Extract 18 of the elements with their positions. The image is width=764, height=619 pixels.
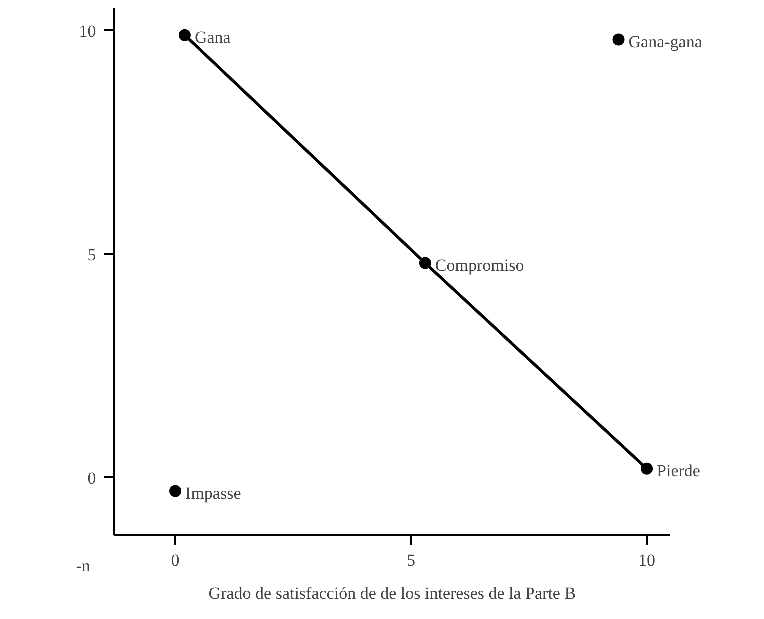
point bbox=[178, 29, 191, 42]
annotation: Gana bbox=[194, 28, 232, 47]
x-tick-label: 5 bbox=[407, 550, 416, 570]
annotation: Impasse bbox=[186, 484, 242, 503]
y-tick-label: 0 bbox=[88, 468, 96, 488]
x-tick-label: 10 bbox=[638, 550, 656, 570]
y-tick-label: 5 bbox=[88, 245, 96, 264]
annotation: Gana-gana bbox=[628, 32, 703, 52]
annotation: Pierde bbox=[657, 461, 700, 480]
point bbox=[170, 485, 182, 498]
y-tick-label: 10 bbox=[79, 22, 96, 41]
x-tick-label: 0 bbox=[171, 550, 180, 570]
x-axis-title: Grado de satisfacción de de los intereses de la Parte B bbox=[208, 584, 576, 603]
point bbox=[419, 257, 432, 270]
annotation: Compromiso bbox=[435, 256, 524, 275]
point bbox=[612, 34, 625, 46]
point bbox=[641, 462, 654, 475]
text: -n bbox=[76, 556, 91, 576]
